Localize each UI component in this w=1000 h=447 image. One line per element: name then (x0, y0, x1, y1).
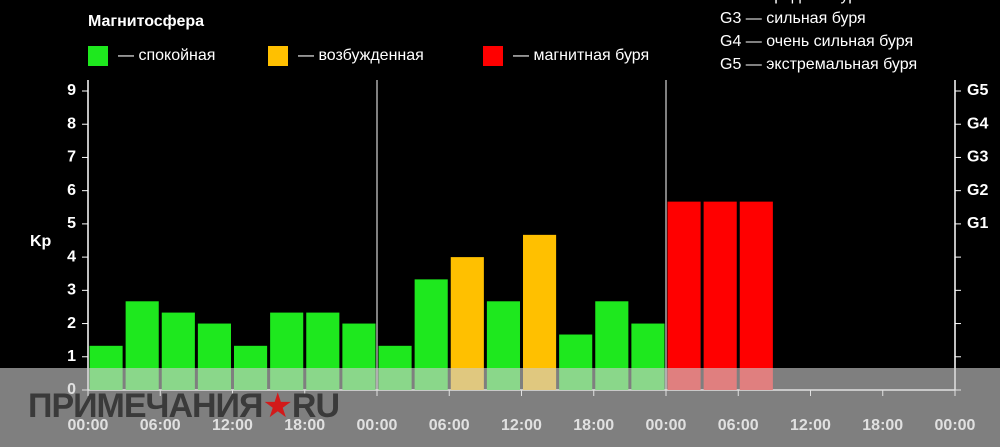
y2-tick-label: G2 (967, 182, 988, 199)
y2-tick-label: G3 (967, 149, 988, 166)
y2-tick-label: G5 (967, 82, 988, 99)
bar (450, 257, 484, 390)
y-tick-label: 1 (67, 348, 76, 365)
bar (703, 201, 737, 390)
y-axis-title: Kp (30, 233, 52, 250)
y-tick-label: 6 (67, 182, 76, 199)
watermark-part: ★ (262, 387, 291, 425)
y2-tick-label: G1 (967, 215, 988, 232)
y-tick-label: 3 (67, 282, 76, 299)
legend-swatch (88, 46, 108, 66)
g-scale-note: G5 — экстремальная буря (720, 56, 917, 73)
watermark-part: RU (292, 387, 339, 425)
bar (667, 201, 701, 390)
legend-swatch (483, 46, 503, 66)
y-tick-label: 2 (67, 315, 76, 332)
y-tick-label: 8 (67, 115, 76, 132)
watermark-part: ПРИМЕЧАНИЯ (28, 387, 262, 425)
legend-label: — магнитная буря (513, 47, 649, 64)
bar (523, 234, 557, 390)
watermark: ПРИМЕЧАНИЯ★RU (28, 387, 339, 425)
y2-tick-label: G4 (967, 115, 988, 132)
g-scale-note: G4 — очень сильная буря (720, 33, 913, 50)
g-scale-note: G2 — средняя буря (720, 0, 866, 4)
chart-title: Магнитосфера (88, 13, 204, 30)
watermark-band (0, 368, 1000, 447)
y-tick-label: 4 (67, 248, 76, 265)
y-tick-label: 5 (67, 215, 76, 232)
g-scale-note: G3 — сильная буря (720, 10, 866, 27)
legend-label: — возбужденная (298, 47, 424, 64)
y-tick-label: 7 (67, 149, 76, 166)
bar (739, 201, 773, 390)
legend-label: — спокойная (118, 47, 215, 64)
y-tick-label: 9 (67, 82, 76, 99)
legend-swatch (268, 46, 288, 66)
